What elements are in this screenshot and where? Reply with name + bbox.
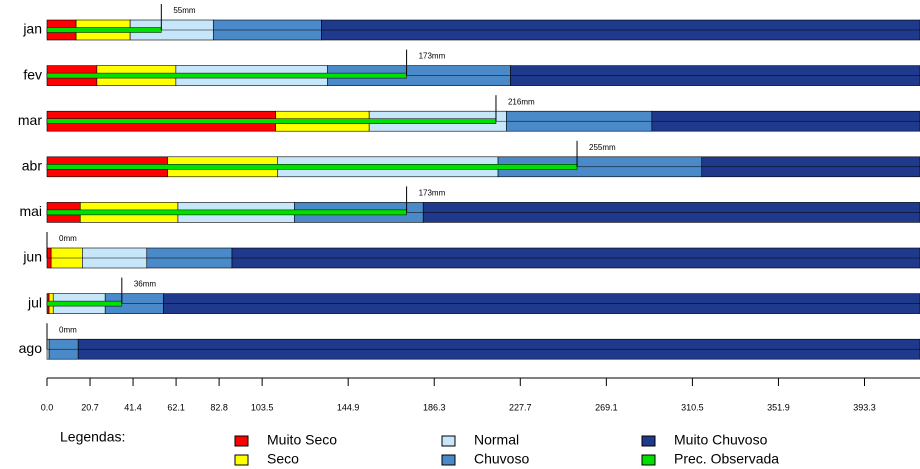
x-tick-label: 144.9: [337, 402, 360, 412]
observed-bar: [46, 300, 123, 307]
legend-swatch: [641, 435, 656, 447]
category-label: jul: [27, 294, 42, 310]
value-label: 255mm: [589, 143, 616, 152]
category-label: mai: [19, 203, 42, 219]
value-label: 36mm: [134, 280, 157, 289]
legend-swatch: [234, 454, 249, 466]
observed-bar: [46, 209, 407, 216]
x-tick-label: 186.3: [423, 402, 446, 412]
x-tick-label: 103.5: [251, 402, 274, 412]
x-tick-label: 393.3: [853, 402, 876, 412]
observed-bar: [46, 72, 407, 79]
value-label: 0mm: [59, 325, 77, 334]
legend-swatch: [441, 454, 456, 466]
value-label: 173mm: [419, 52, 446, 61]
value-label: 173mm: [419, 189, 446, 198]
category-label: ago: [19, 340, 43, 356]
x-tick-label: 269.1: [595, 402, 618, 412]
legend-label: Normal: [474, 432, 519, 448]
x-tick-label: 62.1: [167, 402, 185, 412]
category-label: jan: [22, 21, 42, 37]
value-label: 216mm: [508, 97, 535, 106]
legend-label: Prec. Observada: [674, 451, 779, 467]
x-tick-label: 227.7: [509, 402, 532, 412]
category-label: jun: [22, 249, 42, 265]
x-tick-label: 0.0: [41, 402, 54, 412]
legend-label: Seco: [267, 451, 299, 467]
x-tick-label: 351.9: [767, 402, 790, 412]
legend-label: Muito Seco: [267, 432, 337, 448]
x-tick-label: 82.8: [210, 402, 228, 412]
category-label: abr: [22, 158, 43, 174]
category-label: mar: [18, 112, 42, 128]
legend-title: Legendas:: [60, 429, 125, 445]
x-tick-label: 310.5: [681, 402, 704, 412]
category-label: fev: [23, 66, 42, 82]
x-tick-label: 20.7: [81, 402, 99, 412]
observed-bar: [46, 164, 578, 170]
legend-swatch: [234, 435, 249, 447]
legend-label: Muito Chuvoso: [674, 432, 768, 448]
legend-swatch: [641, 454, 656, 466]
value-label: 0mm: [59, 234, 77, 243]
value-label: 55mm: [173, 6, 196, 15]
observed-bar: [46, 27, 162, 33]
legend-swatch: [441, 435, 456, 447]
legend-label: Chuvoso: [474, 451, 529, 467]
x-tick-label: 41.4: [124, 402, 142, 412]
observed-bar: [46, 118, 497, 124]
